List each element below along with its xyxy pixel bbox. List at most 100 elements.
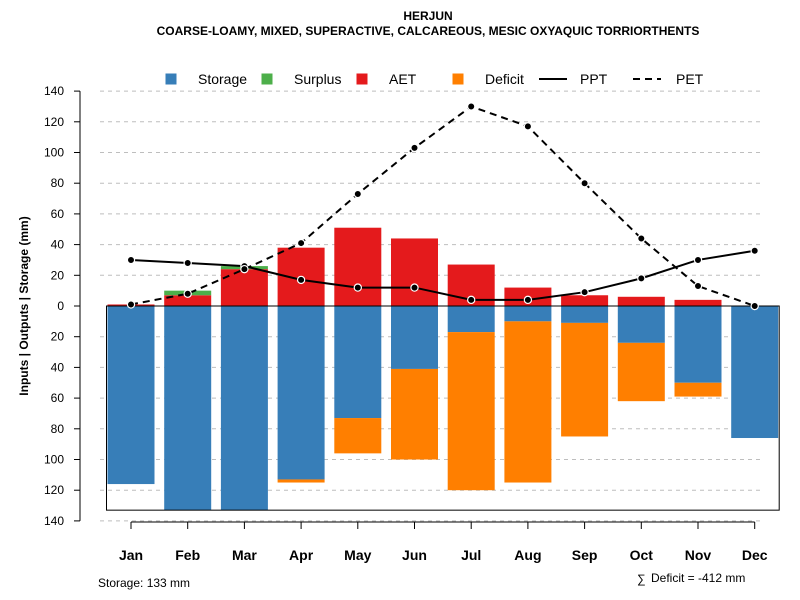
x-tick-label: Aug <box>514 547 541 563</box>
storage-bar <box>447 306 495 333</box>
storage-bar <box>731 306 779 439</box>
y-tick-label: 120 <box>44 115 64 129</box>
deficit-bar <box>277 479 325 483</box>
deficit-bar <box>334 418 382 454</box>
legend-swatch-deficit <box>452 73 464 85</box>
legend-label-ppt: PPT <box>580 71 608 87</box>
x-tick-label: Jan <box>119 547 143 563</box>
ppt-point <box>126 255 136 265</box>
y-tick-label: 60 <box>51 391 65 405</box>
legend-label-pet: PET <box>676 71 704 87</box>
bars <box>107 227 779 511</box>
y-tick-label: 0 <box>57 299 64 313</box>
chart-title: HERJUN <box>403 9 452 23</box>
aet-bar <box>334 227 382 306</box>
y-tick-label: 140 <box>44 84 64 98</box>
legend-swatch-surplus <box>261 73 273 85</box>
pet-point <box>467 102 476 111</box>
pet-point <box>523 122 533 131</box>
ppt-point <box>523 295 533 305</box>
ppt-point <box>467 295 476 305</box>
x-tick-label: Nov <box>685 547 712 563</box>
aet-bar <box>674 299 722 306</box>
ppt-point <box>580 287 589 297</box>
pet-point <box>240 264 249 274</box>
x-tick-label: May <box>344 547 371 563</box>
aet-bar <box>164 295 212 306</box>
ppt-point <box>296 275 306 285</box>
x-tick-label: Sep <box>572 547 598 563</box>
deficit-bar <box>447 332 495 491</box>
legend-label-aet: AET <box>389 71 417 87</box>
y-tick-label: 140 <box>44 514 64 528</box>
x-tick-label: Jun <box>402 547 427 563</box>
x-tick-label: Dec <box>742 547 768 563</box>
y-tick-label: 40 <box>51 238 65 252</box>
aet-bar <box>561 295 609 306</box>
ppt-line <box>130 249 755 301</box>
pet-point <box>183 289 192 298</box>
ppt-point <box>750 246 759 255</box>
storage-bar <box>504 306 552 322</box>
legend: Storage Surplus AET Deficit PPT PET <box>165 71 704 87</box>
x-tick-label: Oct <box>630 547 654 563</box>
pet-point <box>750 301 759 311</box>
storage-capacity-frame <box>106 305 780 511</box>
x-tick-label: Apr <box>289 547 314 563</box>
storage-bar <box>617 306 665 343</box>
chart-subtitle: COARSE-LOAMY, MIXED, SUPERACTIVE, CALCAR… <box>157 24 700 38</box>
storage-bar <box>107 306 155 485</box>
deficit-bar <box>391 368 438 460</box>
x-tick-label: Feb <box>175 547 200 563</box>
pet-point <box>353 189 362 199</box>
aet-bar <box>617 296 665 306</box>
storage-bar <box>674 306 722 383</box>
axes: 140 120 100 80 60 40 20 0 20 40 60 80 100 120 140 Jan Fe… <box>44 84 768 563</box>
legend-swatch-aet <box>356 73 368 85</box>
deficit-bar <box>617 342 665 402</box>
aet-bar <box>220 269 268 306</box>
ppt-point <box>693 255 703 265</box>
storage-footnote: Storage: 133 mm <box>98 576 190 590</box>
y-tick-label: 60 <box>51 207 65 221</box>
y-tick-label: 20 <box>51 268 65 282</box>
lines <box>126 102 759 311</box>
x-tick-label: Mar <box>232 547 257 563</box>
aet-bar <box>391 238 438 306</box>
ppt-point <box>353 283 362 292</box>
storage-bar <box>561 306 609 323</box>
ppt-point <box>637 274 646 283</box>
legend-label-storage: Storage <box>198 71 247 87</box>
plot-frame <box>106 305 780 511</box>
y-tick-label: 20 <box>51 330 65 344</box>
y-tick-label: 80 <box>51 176 65 190</box>
sum-symbol: ∑ <box>637 572 646 586</box>
legend-label-deficit: Deficit <box>485 71 524 87</box>
storage-bar <box>334 306 382 419</box>
legend-swatch-storage <box>165 73 177 85</box>
storage-bar <box>220 306 268 511</box>
ppt-point <box>410 283 419 292</box>
deficit-bar <box>674 382 722 397</box>
pet-line <box>130 105 756 307</box>
deficit-bar <box>561 322 609 437</box>
y-tick-label: 100 <box>44 453 64 467</box>
pet-point <box>580 178 589 188</box>
deficit-bar <box>504 321 552 483</box>
ppt-point <box>183 258 192 268</box>
y-tick-label: 80 <box>51 422 65 436</box>
pet-point <box>126 300 136 309</box>
y-axis-label: Inputs | Outputs | Storage (mm) <box>17 216 31 395</box>
storage-bar <box>164 306 212 511</box>
legend-label-surplus: Surplus <box>294 71 341 87</box>
pet-point <box>410 143 419 153</box>
pet-point <box>296 238 306 248</box>
y-tick-label: 100 <box>44 146 64 160</box>
y-tick-label: 40 <box>51 360 65 374</box>
deficit-footnote: Deficit = -412 mm <box>651 571 745 585</box>
storage-bar <box>391 306 438 369</box>
pet-point <box>637 234 646 243</box>
x-tick-label: Jul <box>461 547 481 563</box>
storage-bar <box>277 306 325 480</box>
